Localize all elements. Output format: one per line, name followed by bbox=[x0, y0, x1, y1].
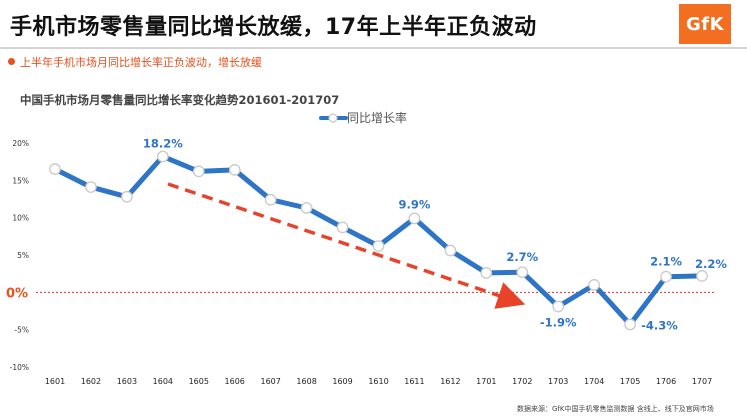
footnote-source: 数据来源：GfK中国手机零售监测数据 含线上、线下及官网市场 bbox=[517, 405, 714, 413]
data-point-1604 bbox=[156, 150, 169, 163]
x-tick-label: 1607 bbox=[260, 377, 280, 386]
series-markers bbox=[49, 150, 708, 331]
data-label-1703: -1.9% bbox=[540, 316, 577, 330]
bullet-dot-icon bbox=[8, 58, 15, 65]
data-point-1707 bbox=[696, 270, 708, 282]
data-point-1609 bbox=[336, 221, 349, 234]
y-axis: 20% 15% 10% 5% -5% -10% bbox=[10, 139, 29, 372]
data-point-1603 bbox=[121, 190, 133, 203]
data-point-1605 bbox=[192, 165, 205, 178]
data-point-1612 bbox=[444, 244, 457, 257]
x-tick-label: 1704 bbox=[584, 377, 604, 386]
data-label-1706: 2.1% bbox=[650, 255, 682, 269]
legend-swatch-marker bbox=[328, 113, 338, 123]
y-tick-label: 15% bbox=[12, 176, 29, 185]
data-point-1606 bbox=[228, 164, 241, 176]
data-point-1701 bbox=[480, 267, 493, 279]
data-point-1706 bbox=[660, 270, 672, 283]
x-tick-label: 1608 bbox=[296, 377, 316, 386]
x-axis: 1601 1602 1603 1604 1605 1606 1607 1608 1609 1610… bbox=[45, 377, 712, 386]
y-tick-label: 20% bbox=[12, 139, 29, 148]
data-point-1607 bbox=[264, 193, 277, 206]
x-tick-label: 1705 bbox=[620, 377, 640, 386]
x-tick-label: 1601 bbox=[45, 377, 65, 386]
data-point-1608 bbox=[300, 202, 313, 214]
legend-label: 同比增长率 bbox=[347, 110, 407, 125]
subtitle: 上半年手机市场月同比增长率正负波动，增长放缓 bbox=[20, 56, 262, 69]
x-tick-label: 1604 bbox=[153, 377, 173, 386]
x-tick-label: 1612 bbox=[440, 377, 460, 386]
data-label-1707: 2.2% bbox=[695, 257, 727, 271]
data-label-1702: 2.7% bbox=[506, 250, 538, 264]
data-point-1703 bbox=[552, 300, 565, 313]
y-tick-label: 10% bbox=[12, 214, 29, 223]
gfk-logo: GfK bbox=[679, 4, 731, 44]
data-point-1602 bbox=[85, 181, 97, 193]
data-label-1611: 9.9% bbox=[398, 197, 430, 211]
y-tick-label: 5% bbox=[17, 251, 29, 260]
page-title: 手机市场零售量同比增长放缓，17年上半年正负波动 bbox=[10, 15, 537, 40]
chart-title: 中国手机市场月零售量同比增长率变化趋势201601-201707 bbox=[20, 93, 340, 107]
y-tick-label: -10% bbox=[10, 363, 29, 372]
trend-arrow-annotation bbox=[167, 182, 526, 309]
x-tick-label: 1606 bbox=[225, 377, 245, 386]
x-tick-label: 1703 bbox=[548, 377, 568, 386]
x-tick-label: 1701 bbox=[476, 377, 496, 386]
x-tick-label: 1602 bbox=[81, 377, 101, 386]
x-tick-label: 1706 bbox=[656, 377, 676, 386]
y-tick-label: -5% bbox=[14, 326, 29, 335]
data-point-1705 bbox=[624, 318, 636, 331]
data-point-1702 bbox=[516, 266, 529, 279]
data-point-1601 bbox=[49, 163, 61, 175]
x-tick-label: 1610 bbox=[368, 377, 388, 386]
x-tick-label: 1707 bbox=[692, 377, 712, 386]
data-label-1705: -4.3% bbox=[641, 318, 678, 332]
x-tick-label: 1603 bbox=[117, 377, 137, 386]
zero-reference-line: 0% bbox=[6, 286, 716, 301]
data-label-1604: 18.2% bbox=[143, 136, 183, 150]
data-point-1610 bbox=[372, 240, 385, 252]
zero-tick-label: 0% bbox=[6, 286, 28, 301]
data-point-1611 bbox=[408, 212, 421, 225]
x-tick-label: 1605 bbox=[189, 377, 209, 386]
data-point-1704 bbox=[588, 279, 601, 291]
x-tick-label: 1609 bbox=[332, 377, 352, 386]
data-labels: 18.2% 9.9% 2.7% -1.9% -4.3% 2.1% 2.2% bbox=[143, 136, 727, 332]
x-tick-label: 1702 bbox=[512, 377, 532, 386]
x-tick-label: 1611 bbox=[404, 377, 424, 386]
title-divider bbox=[0, 47, 747, 49]
chart-legend: 同比增长率 bbox=[319, 110, 407, 125]
